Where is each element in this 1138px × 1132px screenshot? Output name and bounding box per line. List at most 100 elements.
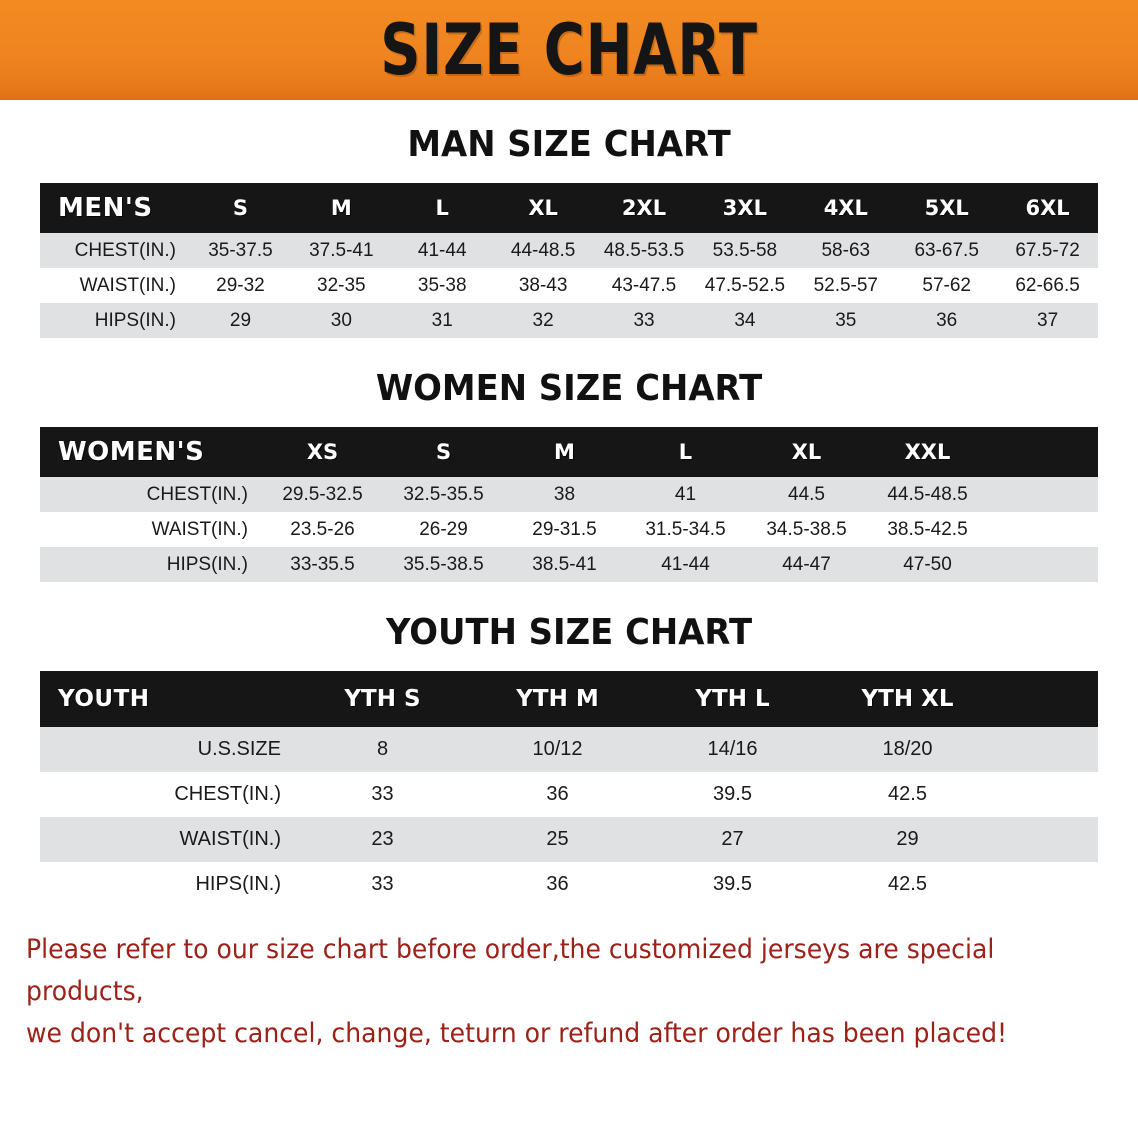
women-size-header: L [625, 427, 746, 477]
row-label: CHEST(IN.) [40, 477, 262, 512]
women-corner-label: WOMEN'S [40, 427, 262, 477]
row-label: WAIST(IN.) [40, 268, 190, 303]
table-cell: 29-32 [190, 268, 291, 303]
women-size-table: WOMEN'S XS S M L XL XXL CHEST(IN.) 29.5-… [40, 427, 1098, 582]
women-size-header: XXL [867, 427, 988, 477]
table-spacer [988, 477, 1098, 512]
table-cell: 29-31.5 [504, 512, 625, 547]
table-cell: 36 [470, 862, 645, 907]
table-cell: 33 [295, 862, 470, 907]
table-cell: 29 [190, 303, 291, 338]
table-row: CHEST(IN.) 29.5-32.5 32.5-35.5 38 41 44.… [40, 477, 1098, 512]
table-cell: 32-35 [290, 268, 392, 303]
table-cell: 42.5 [820, 772, 995, 817]
table-cell: 38-43 [492, 268, 594, 303]
table-cell: 33-35.5 [262, 547, 383, 582]
women-size-header: S [383, 427, 504, 477]
table-cell: 32.5-35.5 [383, 477, 504, 512]
table-cell: 29 [820, 817, 995, 862]
table-cell: 48.5-53.5 [593, 233, 695, 268]
table-cell: 31 [391, 303, 493, 338]
table-cell: 37.5-41 [290, 233, 392, 268]
youth-section-title: YOUTH SIZE CHART [385, 612, 753, 653]
table-cell: 38 [504, 477, 625, 512]
table-header-row: MEN'S S M L XL 2XL 3XL 4XL 5XL 6XL [40, 183, 1099, 233]
man-size-header: L [391, 183, 493, 233]
row-label: WAIST(IN.) [40, 817, 295, 862]
table-cell: 35 [795, 303, 897, 338]
table-header-row: WOMEN'S XS S M L XL XXL [40, 427, 1098, 477]
table-cell: 29.5-32.5 [262, 477, 383, 512]
table-cell: 35.5-38.5 [383, 547, 504, 582]
row-label: CHEST(IN.) [40, 772, 295, 817]
table-cell: 34.5-38.5 [746, 512, 867, 547]
table-cell: 23.5-26 [262, 512, 383, 547]
table-cell: 33 [593, 303, 695, 338]
man-size-header: 3XL [694, 183, 796, 233]
man-size-header: 6XL [997, 183, 1099, 233]
man-size-header: 2XL [593, 183, 695, 233]
row-label: U.S.SIZE [40, 727, 295, 772]
table-cell: 8 [295, 727, 470, 772]
table-cell: 37 [997, 303, 1099, 338]
table-spacer [995, 772, 1098, 817]
table-spacer [995, 671, 1098, 727]
youth-size-table-wrapper: YOUTH YTH S YTH M YTH L YTH XL U.S.SIZE … [40, 671, 1098, 907]
table-row: WAIST(IN.) 29-32 32-35 35-38 38-43 43-47… [40, 268, 1099, 303]
table-spacer [988, 512, 1098, 547]
women-size-table-wrapper: WOMEN'S XS S M L XL XXL CHEST(IN.) 29.5-… [40, 427, 1098, 582]
table-spacer [995, 727, 1098, 772]
youth-corner-label: YOUTH [40, 671, 295, 727]
table-cell: 35-37.5 [190, 233, 291, 268]
page-title: SIZE CHART [380, 9, 758, 91]
table-cell: 44.5-48.5 [867, 477, 988, 512]
man-section-title: MAN SIZE CHART [407, 124, 731, 165]
return-policy-note: Please refer to our size chart before or… [26, 934, 1008, 1049]
table-cell: 18/20 [820, 727, 995, 772]
man-size-header: S [190, 183, 291, 233]
table-cell: 44-47 [746, 547, 867, 582]
table-cell: 41-44 [391, 233, 493, 268]
table-cell: 27 [645, 817, 820, 862]
row-label: HIPS(IN.) [40, 862, 295, 907]
table-row: HIPS(IN.) 33-35.5 35.5-38.5 38.5-41 41-4… [40, 547, 1098, 582]
table-cell: 62-66.5 [997, 268, 1099, 303]
youth-size-header: YTH M [470, 671, 645, 727]
table-cell: 39.5 [645, 862, 820, 907]
table-cell: 36 [896, 303, 998, 338]
row-label: HIPS(IN.) [40, 303, 190, 338]
table-cell: 30 [290, 303, 392, 338]
table-cell: 43-47.5 [593, 268, 695, 303]
table-cell: 42.5 [820, 862, 995, 907]
table-cell: 44-48.5 [492, 233, 594, 268]
table-cell: 35-38 [391, 268, 493, 303]
man-size-header: 4XL [795, 183, 897, 233]
table-row: WAIST(IN.) 23.5-26 26-29 29-31.5 31.5-34… [40, 512, 1098, 547]
youth-size-header: YTH XL [820, 671, 995, 727]
table-row: CHEST(IN.) 33 36 39.5 42.5 [40, 772, 1098, 817]
youth-size-header: YTH S [295, 671, 470, 727]
size-chart-banner: SIZE CHART [0, 0, 1138, 100]
table-spacer [995, 862, 1098, 907]
table-cell: 63-67.5 [896, 233, 998, 268]
table-row: CHEST(IN.) 35-37.5 37.5-41 41-44 44-48.5… [40, 233, 1099, 268]
table-cell: 57-62 [896, 268, 998, 303]
table-header-row: YOUTH YTH S YTH M YTH L YTH XL [40, 671, 1098, 727]
women-section-title: WOMEN SIZE CHART [375, 368, 763, 409]
youth-size-table: YOUTH YTH S YTH M YTH L YTH XL U.S.SIZE … [40, 671, 1098, 907]
table-cell: 32 [492, 303, 594, 338]
table-row: HIPS(IN.) 29 30 31 32 33 34 35 36 37 [40, 303, 1099, 338]
table-cell: 14/16 [645, 727, 820, 772]
table-cell: 53.5-58 [694, 233, 796, 268]
man-size-header: XL [492, 183, 594, 233]
table-cell: 47.5-52.5 [694, 268, 796, 303]
table-row: WAIST(IN.) 23 25 27 29 [40, 817, 1098, 862]
table-cell: 38.5-41 [504, 547, 625, 582]
row-label: HIPS(IN.) [40, 547, 262, 582]
table-spacer [988, 427, 1098, 477]
row-label: WAIST(IN.) [40, 512, 262, 547]
table-cell: 34 [694, 303, 796, 338]
table-cell: 41-44 [625, 547, 746, 582]
table-cell: 52.5-57 [795, 268, 897, 303]
table-cell: 39.5 [645, 772, 820, 817]
